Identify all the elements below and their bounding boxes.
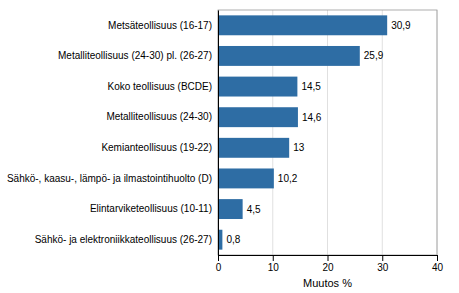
data-label: 25,9 bbox=[364, 50, 384, 61]
x-tick-mark bbox=[437, 255, 438, 261]
bar bbox=[218, 107, 298, 127]
grid bbox=[218, 10, 437, 255]
data-label: 30,9 bbox=[391, 20, 411, 31]
y-tick-label: Elintarviketeollisuus (10-11) bbox=[90, 203, 212, 214]
bar bbox=[218, 168, 274, 188]
y-axis-line bbox=[218, 11, 219, 256]
bar bbox=[218, 46, 360, 66]
y-tick-label: Metsäteollisuus (16-17) bbox=[108, 20, 212, 31]
y-tick-label: Sähkö- ja elektroniikkateollisuus (26-27… bbox=[35, 234, 212, 245]
bar bbox=[218, 77, 297, 97]
data-labels: 30,9 25,9 14,5 14,6 13 10,2 4,5 0,8 bbox=[226, 20, 411, 245]
x-tick-label: 10 bbox=[268, 262, 280, 273]
x-axis-title: Muutos % bbox=[303, 277, 352, 289]
y-tick: Metalliteollisuus (24-30) bbox=[106, 111, 212, 122]
y-tick: Metalliteollisuus (24-30) pl. (26-27) bbox=[58, 50, 212, 61]
y-tick-label: Kemianteollisuus (19-22) bbox=[101, 142, 212, 153]
data-label: 10,2 bbox=[278, 173, 298, 184]
data-label: 4,5 bbox=[247, 204, 261, 215]
y-tick-label: Koko teollisuus (BCDE) bbox=[108, 81, 212, 92]
x-axis-line bbox=[219, 256, 438, 262]
bars bbox=[218, 15, 387, 249]
data-label: 13 bbox=[293, 142, 305, 153]
plot-frame bbox=[218, 10, 437, 255]
y-tick-label: Sähkö-, kaasu-, lämpö- ja ilmastointihuo… bbox=[7, 173, 212, 184]
x-tick-label: 30 bbox=[377, 262, 389, 273]
y-tick: Kemianteollisuus (19-22) bbox=[101, 142, 212, 153]
data-label: 0,8 bbox=[226, 234, 240, 245]
data-label: 14,5 bbox=[301, 81, 321, 92]
chart: 0 10 20 30 40 Metsäteollisuus (16-17) Metallit… bbox=[0, 0, 459, 293]
x-tick: 10 bbox=[268, 255, 280, 273]
y-tick-label: Metalliteollisuus (24-30) pl. (26-27) bbox=[58, 50, 212, 61]
data-label: 14,6 bbox=[302, 112, 322, 123]
y-tick: Sähkö-, kaasu-, lämpö- ja ilmastointihuo… bbox=[7, 173, 212, 184]
x-tick-label: 0 bbox=[216, 262, 222, 273]
y-tick: Sähkö- ja elektroniikkateollisuus (26-27… bbox=[35, 234, 212, 245]
bar bbox=[218, 138, 289, 158]
x-axis: 0 10 20 30 40 bbox=[216, 255, 444, 273]
y-tick: Koko teollisuus (BCDE) bbox=[108, 81, 212, 92]
y-axis: Metsäteollisuus (16-17) Metalliteollisuus… bbox=[7, 11, 219, 256]
x-tick: 30 bbox=[377, 255, 389, 273]
x-tick: 20 bbox=[322, 255, 334, 273]
x-tick-mark bbox=[382, 255, 383, 261]
x-tick: 40 bbox=[432, 255, 444, 273]
x-tick: 0 bbox=[216, 255, 222, 273]
bar bbox=[218, 15, 387, 35]
y-tick: Elintarviketeollisuus (10-11) bbox=[90, 203, 212, 214]
x-tick-label: 20 bbox=[322, 262, 334, 273]
y-tick: Metsäteollisuus (16-17) bbox=[108, 20, 212, 31]
grid-line bbox=[382, 10, 383, 255]
bar bbox=[218, 199, 243, 219]
x-tick-mark bbox=[218, 255, 219, 261]
x-tick-mark bbox=[328, 255, 329, 261]
x-tick-mark bbox=[273, 255, 274, 261]
plot: 0 10 20 30 40 Metsäteollisuus (16-17) Metallit… bbox=[7, 10, 444, 273]
y-tick-label: Metalliteollisuus (24-30) bbox=[106, 111, 212, 122]
x-tick-label: 40 bbox=[432, 262, 444, 273]
